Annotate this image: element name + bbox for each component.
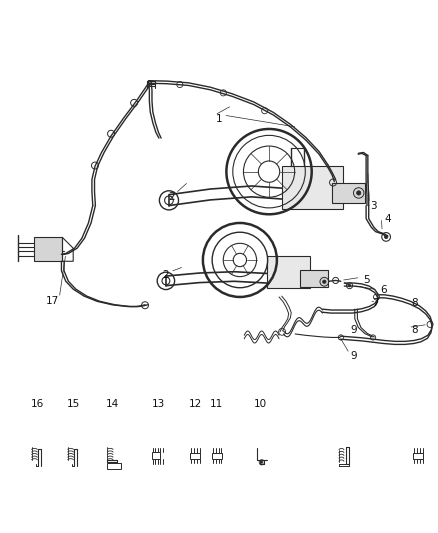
Bar <box>332 182 365 204</box>
Text: 8: 8 <box>412 325 418 335</box>
Text: 13: 13 <box>152 399 165 409</box>
FancyBboxPatch shape <box>267 256 311 288</box>
Circle shape <box>348 284 351 287</box>
Bar <box>34 237 62 261</box>
Text: 15: 15 <box>67 399 80 409</box>
Text: 2: 2 <box>168 192 174 202</box>
Bar <box>413 453 424 459</box>
Bar <box>300 270 328 287</box>
Circle shape <box>385 235 388 239</box>
Text: 17: 17 <box>46 296 60 306</box>
Text: 12: 12 <box>188 399 201 409</box>
Text: 16: 16 <box>31 399 44 409</box>
Bar <box>152 452 160 459</box>
Text: 2: 2 <box>162 270 169 280</box>
Text: 1: 1 <box>215 114 223 124</box>
FancyBboxPatch shape <box>282 166 343 209</box>
Bar <box>107 463 121 469</box>
Text: 9: 9 <box>350 325 357 335</box>
Text: 8: 8 <box>412 298 418 309</box>
Text: 3: 3 <box>370 200 377 211</box>
Text: 7: 7 <box>372 298 379 309</box>
Text: 10: 10 <box>254 399 267 409</box>
Text: 9: 9 <box>350 351 357 361</box>
Text: 5: 5 <box>364 274 370 285</box>
Circle shape <box>322 280 326 284</box>
Text: 11: 11 <box>210 399 223 409</box>
Text: 14: 14 <box>106 399 119 409</box>
Bar <box>212 453 222 459</box>
Circle shape <box>261 461 263 463</box>
Text: 4: 4 <box>385 214 391 224</box>
Bar <box>190 453 200 459</box>
Text: 6: 6 <box>380 286 387 295</box>
Circle shape <box>357 191 361 195</box>
